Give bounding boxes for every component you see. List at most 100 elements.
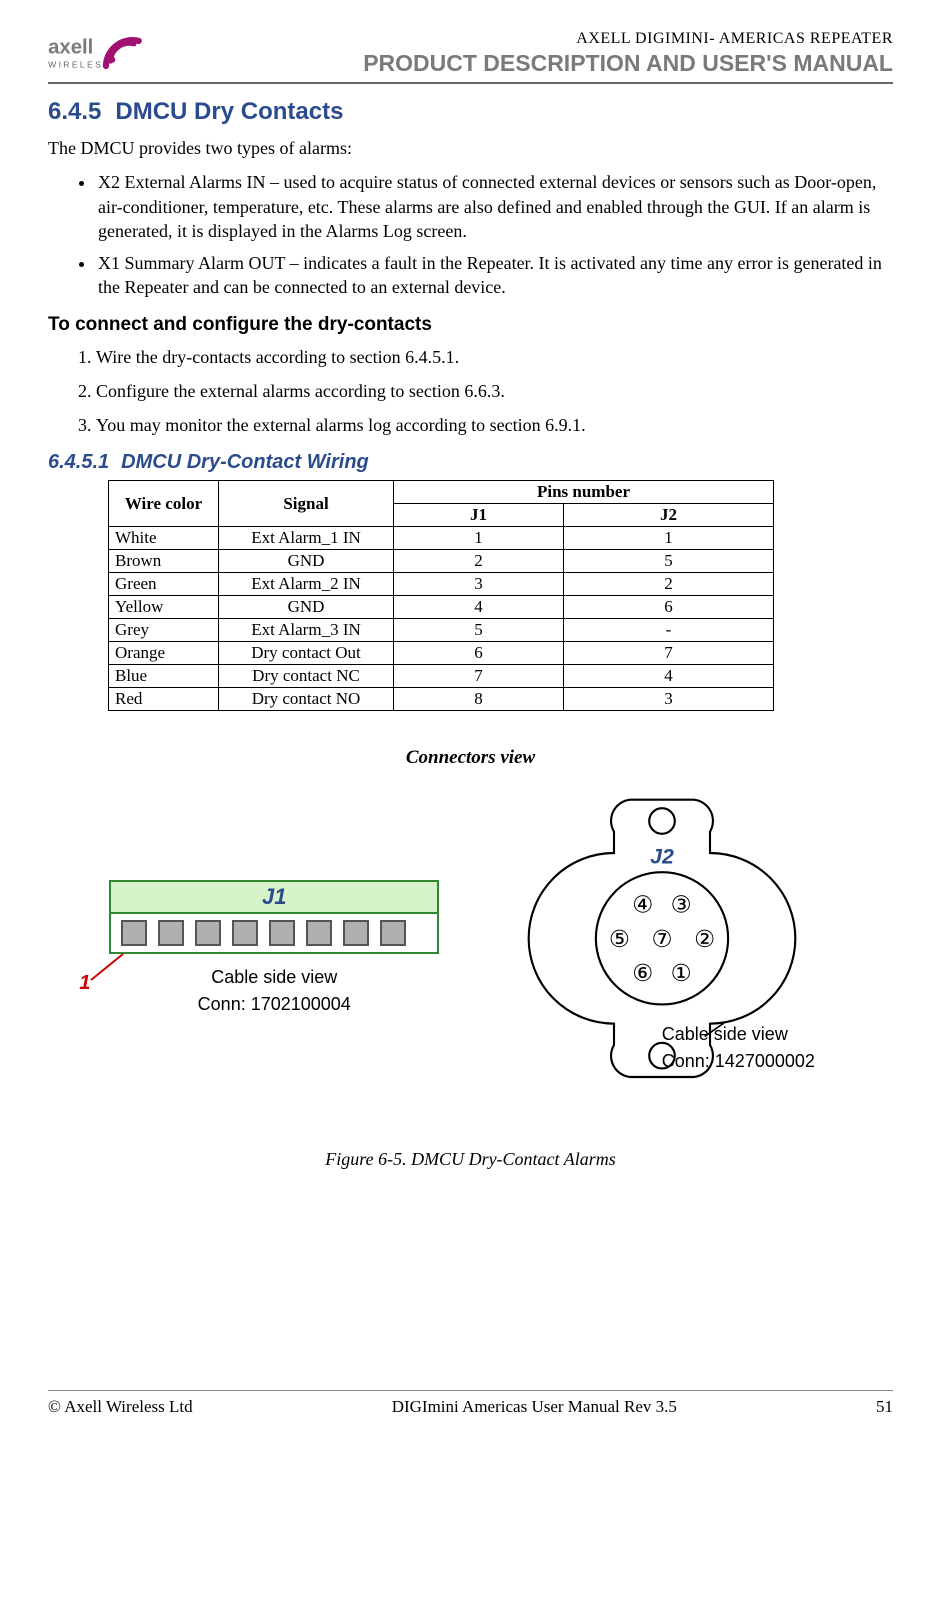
connectors-heading: Connectors view: [48, 747, 893, 769]
cell-wire: Green: [109, 573, 219, 596]
j1-pin: [121, 920, 147, 946]
j1-pin: [195, 920, 221, 946]
j1-caption: Cable side view Conn: 1702100004: [109, 964, 439, 1018]
cell-j1: 2: [394, 550, 564, 573]
j2-label: J2: [650, 845, 674, 869]
list-item: X1 Summary Alarm OUT – indicates a fault…: [96, 251, 893, 300]
cell-j2: -: [564, 619, 774, 642]
section-num: 6.4.5: [48, 98, 101, 125]
figure-caption: Figure 6-5. DMCU Dry-Contact Alarms: [48, 1149, 893, 1170]
j2-pin6: ⑥: [632, 961, 653, 987]
cell-j2: 1: [564, 527, 774, 550]
connector-j2: J2 ④ ③ ⑤ ⑦ ② ⑥ ① Cable side view Conn: 1…: [502, 789, 862, 1109]
connector-j1: J1 1 Cable side view Conn: 1702100004: [79, 880, 439, 1018]
cell-wire: Yellow: [109, 596, 219, 619]
j1-pin: [269, 920, 295, 946]
cell-j2: 2: [564, 573, 774, 596]
j2-pin5: ⑤: [609, 927, 630, 953]
cell-j1: 7: [394, 665, 564, 688]
table-row: BrownGND25: [109, 550, 774, 573]
table-row: OrangeDry contact Out67: [109, 642, 774, 665]
cell-signal: Dry contact NO: [219, 688, 394, 711]
header-titles: AXELL DIGIMINI- AMERICAS REPEATER PRODUC…: [363, 30, 893, 77]
cell-wire: Brown: [109, 550, 219, 573]
j2-pin3: ③: [670, 893, 691, 919]
page: axell WIRELESS AXELL DIGIMINI- AMERICAS …: [0, 0, 941, 1447]
table-row: WhiteExt Alarm_1 IN11: [109, 527, 774, 550]
svg-text:WIRELESS: WIRELESS: [48, 60, 111, 70]
cell-wire: White: [109, 527, 219, 550]
j1-caption1: Cable side view: [109, 964, 439, 991]
cell-signal: Ext Alarm_1 IN: [219, 527, 394, 550]
header-line2: PRODUCT DESCRIPTION AND USER'S MANUAL: [363, 50, 893, 77]
bullet-list: X2 External Alarms IN – used to acquire …: [48, 170, 893, 299]
j1-pin: [158, 920, 184, 946]
col-wire: Wire color: [109, 481, 219, 527]
footer-center: DIGImini Americas User Manual Rev 3.5: [392, 1397, 677, 1417]
j2-pin2: ②: [694, 927, 715, 953]
table-header-row: Wire color Signal Pins number: [109, 481, 774, 504]
logo: axell WIRELESS: [48, 30, 142, 80]
steps-list: Wire the dry-contacts according to secti…: [48, 344, 893, 440]
cell-wire: Orange: [109, 642, 219, 665]
j1-caption2: Conn: 1702100004: [109, 991, 439, 1018]
j2-pin7: ⑦: [651, 927, 672, 953]
j2-caption1: Cable side view: [662, 1021, 815, 1047]
cell-wire: Grey: [109, 619, 219, 642]
intro-para: The DMCU provides two types of alarms:: [48, 136, 893, 160]
cell-j2: 7: [564, 642, 774, 665]
config-heading: To connect and configure the dry-contact…: [48, 314, 893, 336]
page-header: axell WIRELESS AXELL DIGIMINI- AMERICAS …: [48, 30, 893, 84]
subsection-heading: 6.4.5.1 DMCU Dry-Contact Wiring: [48, 451, 893, 474]
footer-left: © Axell Wireless Ltd: [48, 1397, 193, 1417]
section-heading: 6.4.5 DMCU Dry Contacts: [48, 98, 893, 126]
svg-text:axell: axell: [48, 36, 93, 58]
cell-signal: Dry contact Out: [219, 642, 394, 665]
list-item: Configure the external alarms according …: [96, 378, 893, 406]
j1-box: J1: [109, 880, 439, 954]
section-title: DMCU Dry Contacts: [115, 98, 343, 125]
j2-caption: Cable side view Conn: 1427000002: [662, 1021, 815, 1073]
j1-label: J1: [111, 882, 437, 914]
cell-j1: 5: [394, 619, 564, 642]
page-footer: © Axell Wireless Ltd DIGImini Americas U…: [48, 1390, 893, 1417]
cell-wire: Blue: [109, 665, 219, 688]
j1-pins: [111, 914, 437, 952]
cell-j1: 8: [394, 688, 564, 711]
list-item: You may monitor the external alarms log …: [96, 412, 893, 440]
table-row: BlueDry contact NC74: [109, 665, 774, 688]
j1-pin: [380, 920, 406, 946]
connectors-view: J1 1 Cable side view Conn: 1702100004 J2…: [48, 789, 893, 1109]
cell-signal: Dry contact NC: [219, 665, 394, 688]
list-item: Wire the dry-contacts according to secti…: [96, 344, 893, 372]
cell-signal: Ext Alarm_3 IN: [219, 619, 394, 642]
j1-pin: [232, 920, 258, 946]
cell-j2: 5: [564, 550, 774, 573]
j2-pin4: ④: [632, 893, 653, 919]
cell-j2: 6: [564, 596, 774, 619]
col-signal: Signal: [219, 481, 394, 527]
col-pins: Pins number: [394, 481, 774, 504]
subsection-title: DMCU Dry-Contact Wiring: [121, 451, 369, 473]
cell-j1: 1: [394, 527, 564, 550]
cell-wire: Red: [109, 688, 219, 711]
cell-j1: 4: [394, 596, 564, 619]
cell-j2: 4: [564, 665, 774, 688]
wiring-table: Wire color Signal Pins number J1 J2 Whit…: [108, 480, 774, 711]
subsection-num: 6.4.5.1: [48, 451, 109, 473]
j2-caption2: Conn: 1427000002: [662, 1048, 815, 1074]
cell-j1: 3: [394, 573, 564, 596]
col-j2: J2: [564, 504, 774, 527]
table-row: GreyExt Alarm_3 IN5-: [109, 619, 774, 642]
header-line1: AXELL DIGIMINI- AMERICAS REPEATER: [363, 30, 893, 48]
j2-pin1: ①: [670, 961, 691, 987]
table-row: GreenExt Alarm_2 IN32: [109, 573, 774, 596]
j1-pointer-icon: [89, 952, 133, 982]
cell-j1: 6: [394, 642, 564, 665]
axell-logo-icon: axell WIRELESS: [48, 30, 142, 80]
cell-signal: Ext Alarm_2 IN: [219, 573, 394, 596]
j1-pin: [343, 920, 369, 946]
table-row: YellowGND46: [109, 596, 774, 619]
cell-signal: GND: [219, 550, 394, 573]
col-j1: J1: [394, 504, 564, 527]
